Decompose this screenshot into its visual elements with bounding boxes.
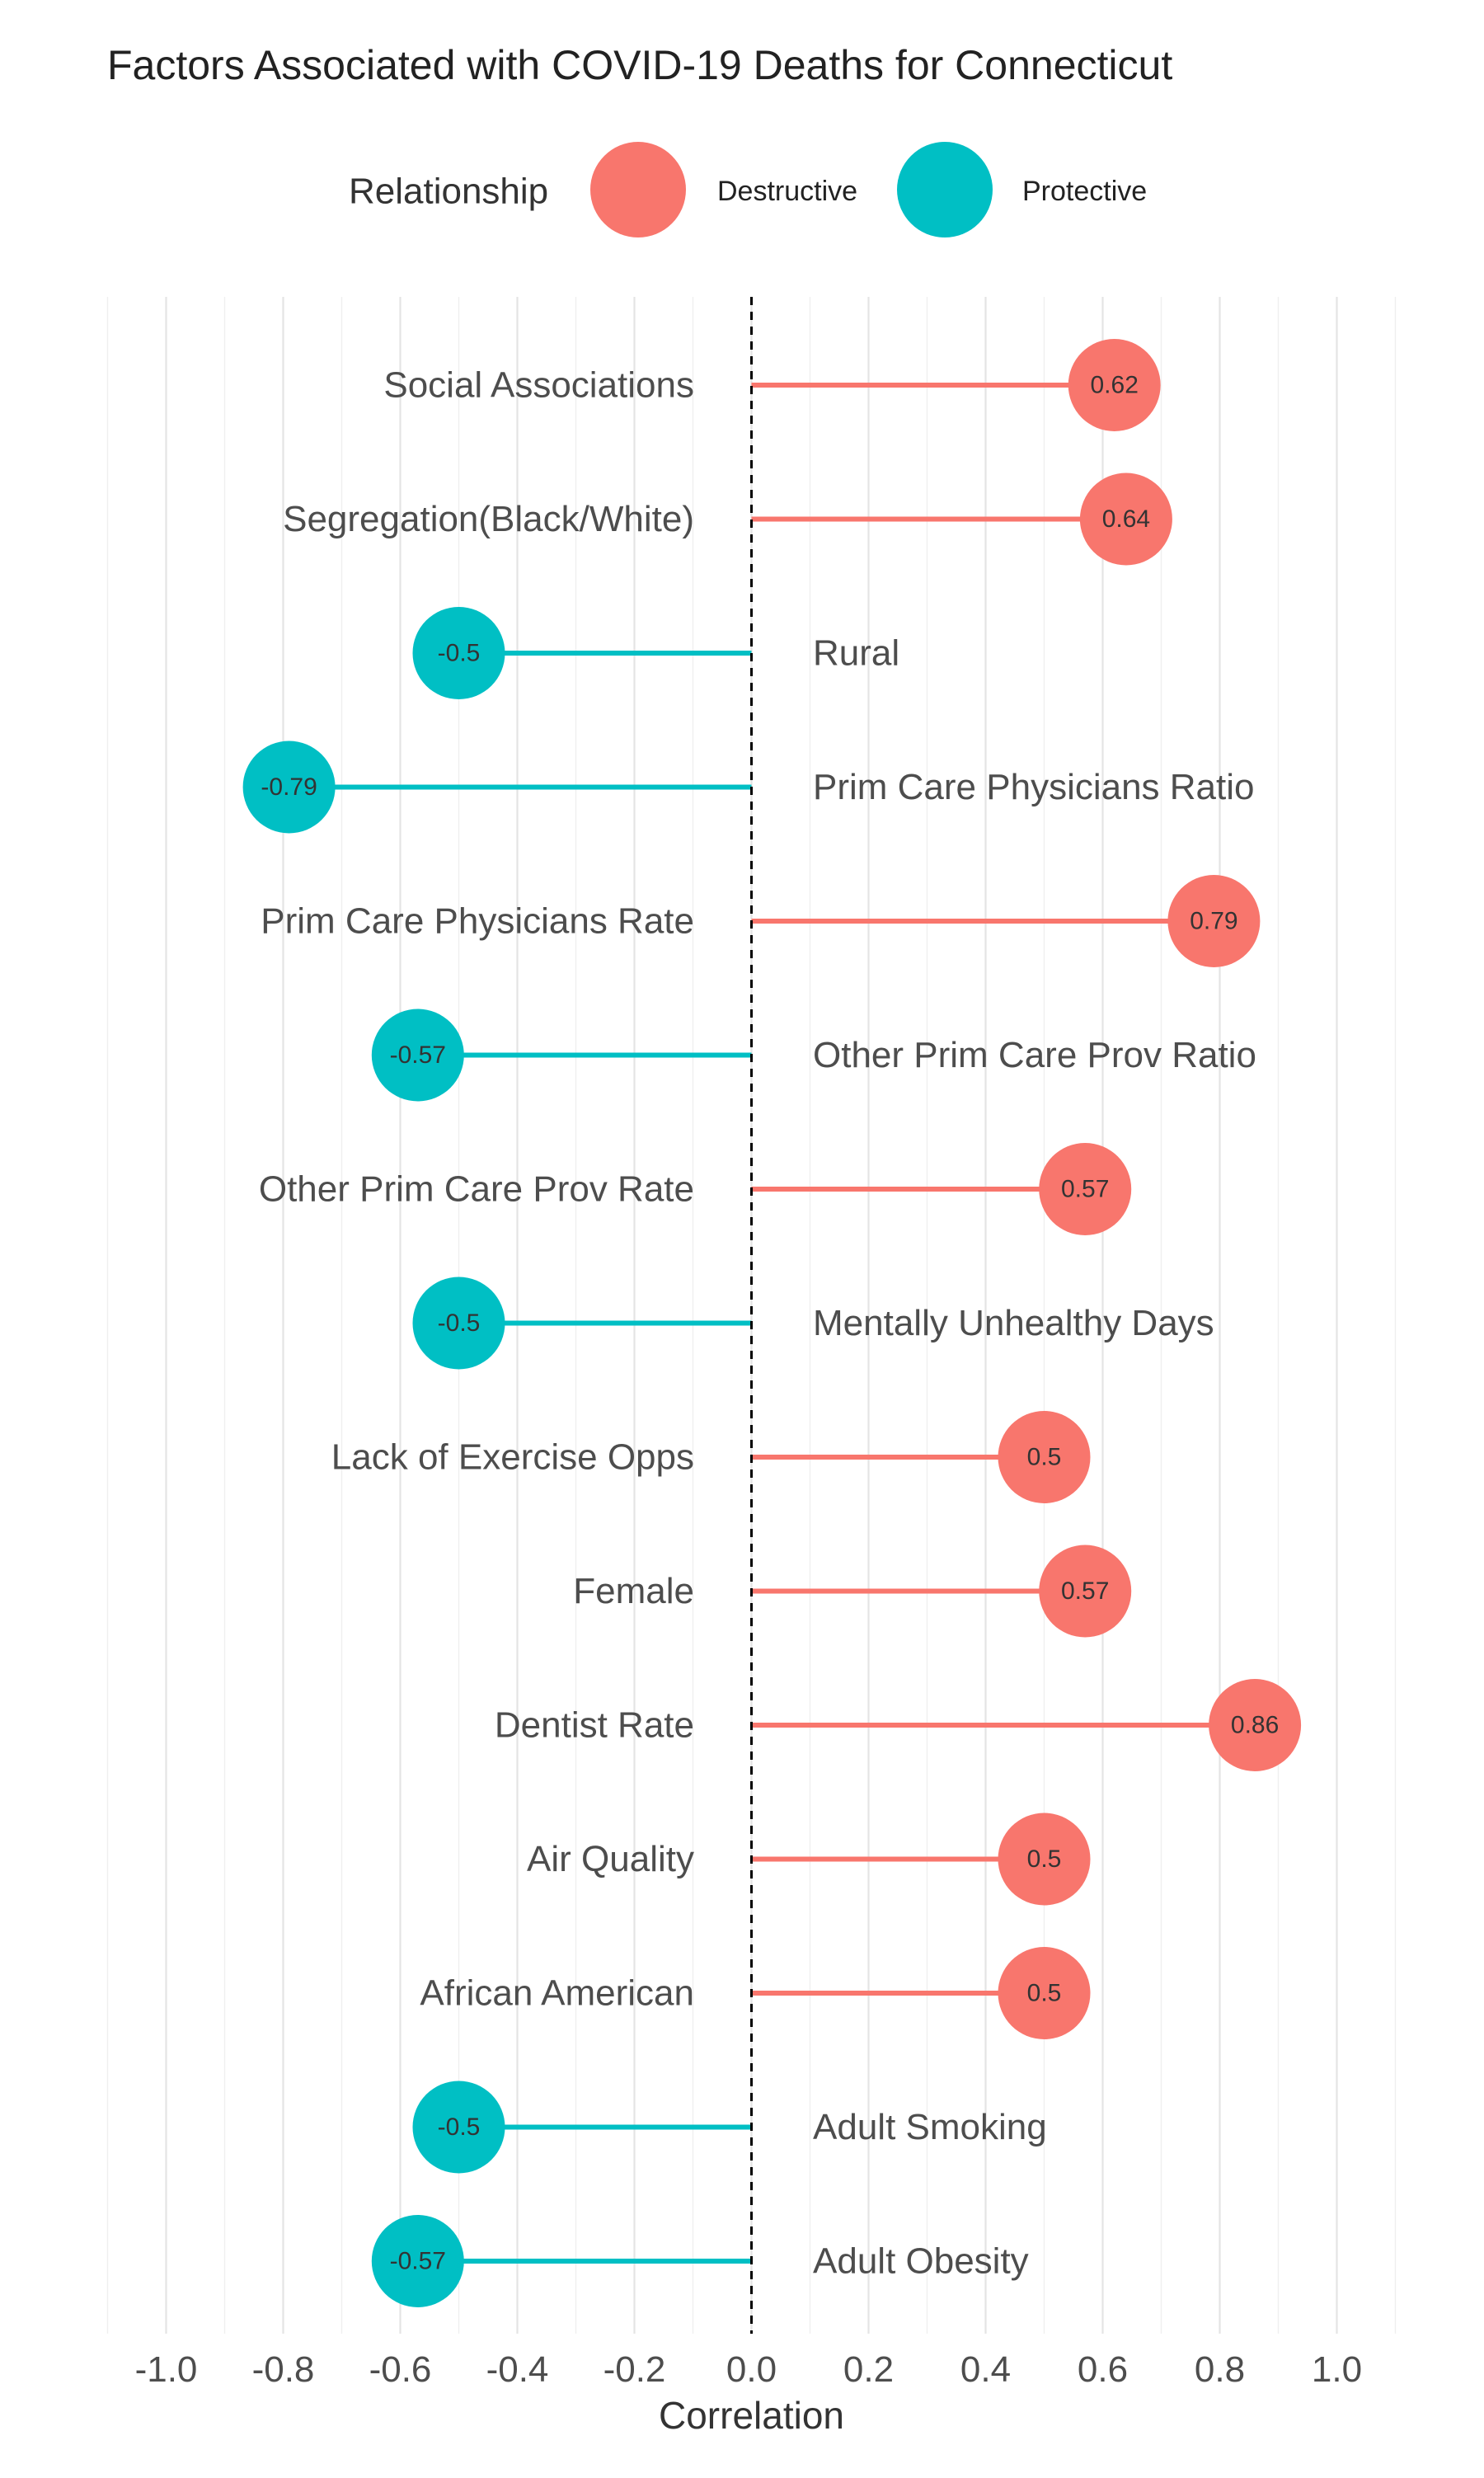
x-tick-label: -0.2 — [603, 2349, 666, 2390]
category-label: Mentally Unhealthy Days — [813, 1303, 1214, 1343]
x-tick-label: -0.8 — [252, 2349, 315, 2390]
lollipop-dot-destructive[interactable] — [1039, 1143, 1132, 1235]
category-label: Other Prim Care Prov Rate — [259, 1169, 694, 1210]
legend-title: Relationship — [349, 172, 548, 212]
x-tick-label: 1.0 — [1312, 2349, 1362, 2390]
data-label: 0.64 — [1102, 505, 1150, 533]
lollipop-dot-destructive[interactable] — [1079, 473, 1172, 566]
x-tick-label: 0.4 — [960, 2349, 1011, 2390]
category-label: Social Associations — [383, 365, 694, 406]
x-tick-label: 0.0 — [726, 2349, 777, 2390]
data-label: 0.5 — [1027, 1444, 1062, 1471]
category-label: Adult Smoking — [813, 2107, 1047, 2147]
lollipop-dot-protective[interactable] — [371, 2215, 464, 2307]
data-label: -0.57 — [390, 1042, 446, 1069]
x-tick-label: 0.8 — [1195, 2349, 1245, 2390]
lollipop-dot-destructive[interactable] — [1209, 1679, 1302, 1771]
category-label: Female — [573, 1571, 694, 1611]
category-label: Rural — [813, 633, 899, 674]
legend-key-destructive[interactable] — [590, 142, 686, 237]
data-label: 0.57 — [1061, 1176, 1109, 1203]
data-label: 0.86 — [1231, 1712, 1279, 1739]
data-label: -0.57 — [390, 2248, 446, 2275]
data-label: 0.5 — [1027, 1980, 1062, 2007]
legend-key-protective[interactable] — [897, 142, 993, 237]
category-label: Prim Care Physicians Rate — [261, 901, 694, 942]
category-label: Dentist Rate — [495, 1705, 694, 1746]
legend-label: Protective — [1022, 176, 1147, 207]
x-tick-label: -0.4 — [486, 2349, 549, 2390]
lollipop-dot-destructive[interactable] — [998, 1411, 1091, 1503]
lollipop-dot-protective[interactable] — [412, 607, 505, 699]
chart-title: Factors Associated with COVID-19 Deaths … — [107, 42, 1172, 88]
lollipop-dot-destructive[interactable] — [1068, 339, 1161, 431]
data-label: 0.5 — [1027, 1846, 1062, 1873]
lollipop-dot-protective[interactable] — [242, 741, 336, 834]
data-label: -0.5 — [438, 640, 481, 667]
lollipop-dot-protective[interactable] — [412, 1277, 505, 1370]
category-label: Adult Obesity — [813, 2241, 1029, 2282]
category-label: Lack of Exercise Opps — [331, 1437, 694, 1478]
data-label: -0.5 — [438, 1310, 481, 1337]
legend-label: Destructive — [717, 176, 857, 207]
data-label: 0.79 — [1190, 908, 1237, 935]
x-tick-label: 0.6 — [1078, 2349, 1128, 2390]
lollipop-dot-destructive[interactable] — [998, 1813, 1091, 1906]
lollipop-dot-destructive[interactable] — [1039, 1545, 1132, 1638]
lollipop-dot-destructive[interactable] — [1167, 875, 1261, 967]
category-label: Segregation(Black/White) — [283, 499, 694, 539]
lollipop-dot-protective[interactable] — [371, 1009, 464, 1102]
category-label: Prim Care Physicians Ratio — [813, 767, 1255, 807]
x-tick-label: -0.6 — [369, 2349, 432, 2390]
lollipop-dot-protective[interactable] — [412, 2081, 505, 2174]
data-label: -0.79 — [261, 773, 317, 801]
lollipop-dot-destructive[interactable] — [998, 1947, 1091, 2039]
x-tick-label: 0.2 — [843, 2349, 894, 2390]
x-axis-title: Correlation — [659, 2394, 844, 2437]
category-label: Air Quality — [527, 1839, 694, 1879]
data-label: 0.62 — [1091, 372, 1139, 399]
data-label: -0.5 — [438, 2114, 481, 2141]
category-label: African American — [420, 1973, 694, 2014]
data-label: 0.57 — [1061, 1578, 1109, 1605]
category-label: Other Prim Care Prov Ratio — [813, 1035, 1256, 1075]
x-tick-label: -1.0 — [135, 2349, 198, 2390]
